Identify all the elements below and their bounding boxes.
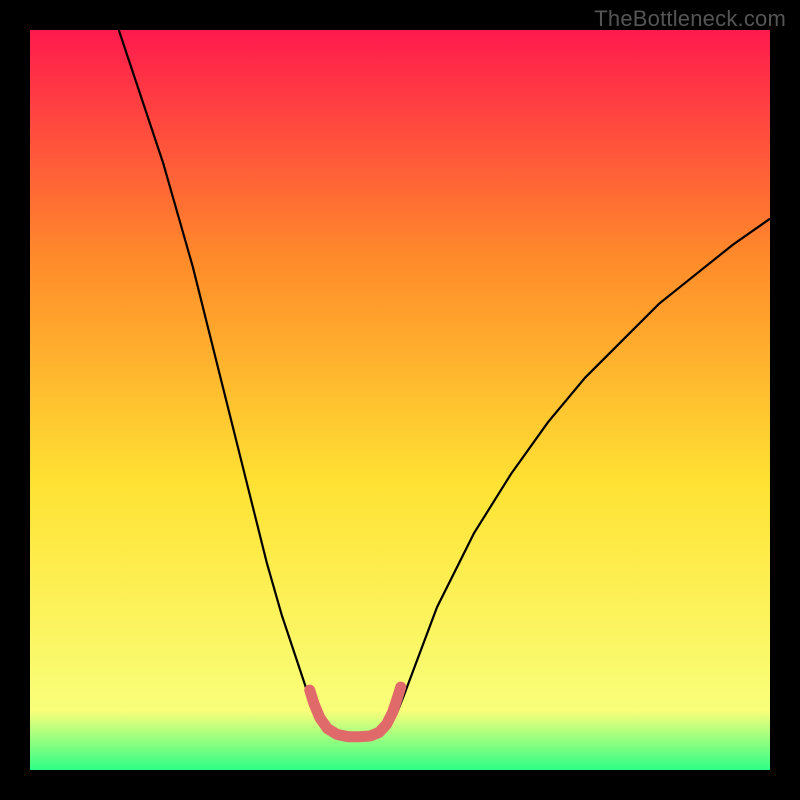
curve-left — [119, 30, 315, 715]
curve-basin — [310, 687, 401, 737]
curve-right — [396, 219, 770, 715]
chart-overlay — [0, 0, 800, 800]
chart-frame: TheBottleneck.com — [0, 0, 800, 800]
watermark-text: TheBottleneck.com — [594, 6, 786, 32]
